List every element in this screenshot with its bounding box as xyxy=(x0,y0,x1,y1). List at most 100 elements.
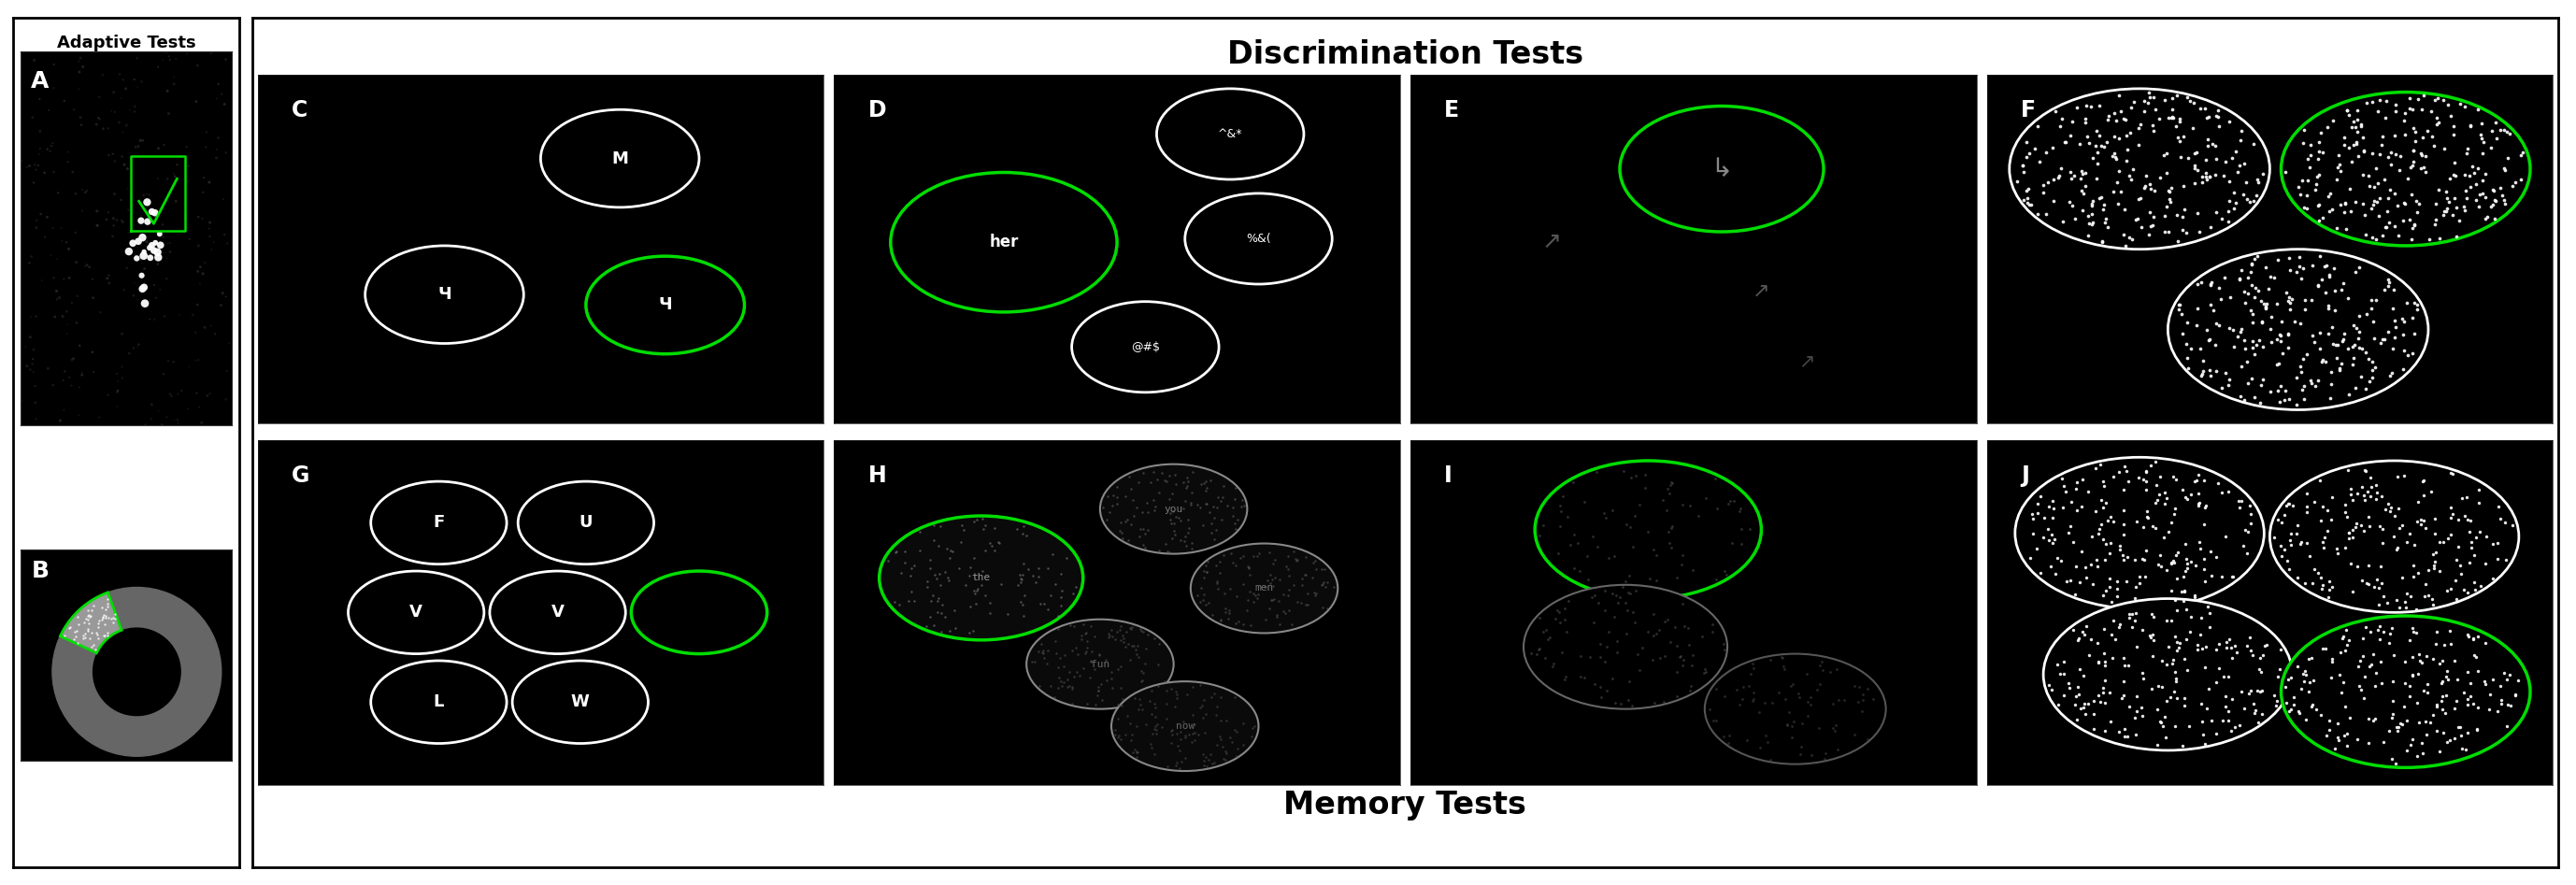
Point xyxy=(2365,220,2406,235)
Point xyxy=(1206,498,1247,512)
Point xyxy=(2450,555,2491,569)
Point xyxy=(2071,207,2112,221)
Point xyxy=(2218,494,2259,508)
Point xyxy=(2074,461,2115,475)
Point xyxy=(2496,673,2537,688)
Point xyxy=(2195,675,2236,689)
Point xyxy=(2174,176,2215,190)
Point xyxy=(2306,642,2347,656)
Point xyxy=(2223,188,2264,202)
Point xyxy=(1564,496,1605,510)
Point xyxy=(2231,649,2272,663)
Point xyxy=(62,182,103,196)
Point xyxy=(1520,611,1561,625)
Point xyxy=(943,523,984,537)
Point xyxy=(2460,131,2501,145)
Point xyxy=(206,145,247,159)
Point xyxy=(1564,670,1605,684)
Point xyxy=(2370,369,2411,383)
Point xyxy=(1200,612,1242,627)
Point xyxy=(1113,745,1154,759)
Point xyxy=(2272,697,2313,712)
Point xyxy=(201,87,242,101)
Point xyxy=(1084,653,1126,667)
Point xyxy=(1721,502,1762,516)
Point xyxy=(2172,488,2213,502)
Point xyxy=(1615,615,1656,629)
Point xyxy=(1705,567,1747,581)
Point xyxy=(1533,657,1574,671)
Point xyxy=(2117,212,2159,227)
Point xyxy=(1195,558,1236,573)
Point xyxy=(2195,550,2236,564)
Point xyxy=(2365,332,2406,346)
Point xyxy=(121,252,162,266)
Point xyxy=(2427,689,2468,703)
Point xyxy=(2429,511,2470,525)
Point xyxy=(201,286,242,300)
Point xyxy=(2017,542,2058,556)
Point xyxy=(2339,260,2380,274)
Text: ↗: ↗ xyxy=(1798,351,1814,370)
Point xyxy=(2246,300,2287,314)
Point xyxy=(907,581,948,595)
Point xyxy=(2403,88,2445,103)
Point xyxy=(2344,381,2385,396)
Point xyxy=(2470,141,2512,155)
Point xyxy=(1595,589,1636,603)
Point xyxy=(2133,219,2174,233)
Point xyxy=(1131,706,1172,720)
Point xyxy=(2378,521,2419,535)
Point xyxy=(2184,473,2226,488)
Point xyxy=(188,229,229,243)
Circle shape xyxy=(2282,616,2530,767)
Point xyxy=(2347,307,2388,321)
Point xyxy=(100,359,142,373)
Text: men: men xyxy=(1255,583,1273,593)
Text: ↳: ↳ xyxy=(1710,156,1734,182)
Point xyxy=(2414,93,2455,107)
Point xyxy=(2267,696,2308,710)
Point xyxy=(2195,205,2236,219)
Point xyxy=(2027,174,2069,189)
Point xyxy=(155,52,196,66)
Point xyxy=(2190,275,2231,289)
Point xyxy=(2388,689,2429,704)
Point xyxy=(1054,619,1095,633)
Point xyxy=(2396,194,2437,208)
Point xyxy=(1177,497,1218,512)
Point xyxy=(930,551,971,566)
Text: Memory Tests: Memory Tests xyxy=(1283,789,1528,820)
Point xyxy=(2501,173,2543,187)
Point xyxy=(2071,150,2112,165)
Point xyxy=(2076,172,2117,186)
Point xyxy=(0,153,41,167)
Point xyxy=(1236,588,1278,602)
Point xyxy=(1780,748,1821,762)
Point xyxy=(2280,250,2321,264)
Point xyxy=(2179,275,2221,289)
Point xyxy=(116,251,157,266)
Point xyxy=(2455,722,2496,736)
Point xyxy=(2321,645,2362,659)
Point xyxy=(2146,730,2187,744)
Point xyxy=(2367,636,2409,650)
Point xyxy=(1146,696,1188,711)
Point xyxy=(2264,543,2306,557)
Point xyxy=(1170,520,1211,535)
Point xyxy=(2494,688,2535,702)
Point xyxy=(160,308,201,322)
Point xyxy=(206,52,247,66)
Point xyxy=(2326,103,2367,117)
Point xyxy=(2452,159,2494,173)
Point xyxy=(2326,221,2367,235)
Point xyxy=(1213,555,1255,569)
Point xyxy=(2215,639,2257,653)
Point xyxy=(2375,97,2416,112)
Point xyxy=(1126,496,1167,510)
Point xyxy=(2197,662,2239,676)
Point xyxy=(956,596,997,611)
Point xyxy=(1164,728,1206,743)
Circle shape xyxy=(631,571,768,654)
Point xyxy=(2197,476,2239,490)
